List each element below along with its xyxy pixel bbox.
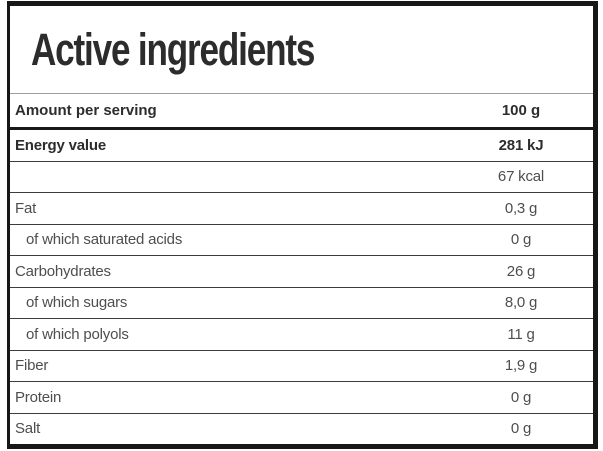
row-value: 281 kJ bbox=[498, 136, 544, 154]
row-value: 67 kcal bbox=[497, 168, 545, 186]
table-row-energy-kcal: 67 kcal bbox=[10, 162, 593, 193]
table-row-protein: Protein 0 g bbox=[10, 382, 593, 414]
row-value: 0,3 g bbox=[504, 199, 538, 217]
row-value: 11 g bbox=[507, 325, 535, 343]
table-row-energy-value: Energy value 281 kJ bbox=[10, 130, 593, 162]
table-row-polyols: of which polyols 11 g bbox=[10, 319, 593, 351]
table-row-sugars: of which sugars 8,0 g bbox=[10, 288, 593, 319]
table-row-saturated-acids: of which saturated acids 0 g bbox=[10, 225, 593, 256]
amount-per-serving-row: Amount per serving 100 g bbox=[10, 94, 593, 130]
row-label: Protein bbox=[15, 388, 62, 406]
row-label: of which saturated acids bbox=[26, 231, 183, 249]
row-label: of which polyols bbox=[26, 325, 129, 343]
row-label: Fat bbox=[15, 199, 37, 217]
table-title-section: Active ingredients bbox=[10, 6, 593, 94]
nutrition-facts-table: Active ingredients Amount per serving 10… bbox=[7, 1, 598, 449]
row-value: 0 g bbox=[510, 231, 532, 249]
row-label: of which sugars bbox=[26, 294, 128, 312]
table-row-fiber: Fiber 1,9 g bbox=[10, 351, 593, 382]
row-label: Salt bbox=[15, 420, 41, 438]
row-value: 1,9 g bbox=[504, 357, 538, 375]
row-value: 0 g bbox=[510, 420, 532, 438]
row-value: 0 g bbox=[510, 388, 532, 406]
table-row-salt: Salt 0 g bbox=[10, 414, 593, 445]
row-value: 8,0 g bbox=[504, 294, 538, 312]
header-label: Amount per serving bbox=[15, 102, 157, 119]
table-title: Active ingredients bbox=[31, 23, 315, 75]
nutrition-rows: Energy value 281 kJ 67 kcal Fat 0,3 g of… bbox=[10, 130, 593, 444]
table-row-carbohydrates: Carbohydrates 26 g bbox=[10, 256, 593, 288]
table-row-fat: Fat 0,3 g bbox=[10, 193, 593, 225]
header-value: 100 g bbox=[501, 102, 541, 119]
row-value: 26 g bbox=[506, 262, 536, 280]
row-label: Carbohydrates bbox=[15, 262, 111, 280]
row-label: Fiber bbox=[15, 357, 49, 375]
row-label: Energy value bbox=[15, 136, 106, 154]
